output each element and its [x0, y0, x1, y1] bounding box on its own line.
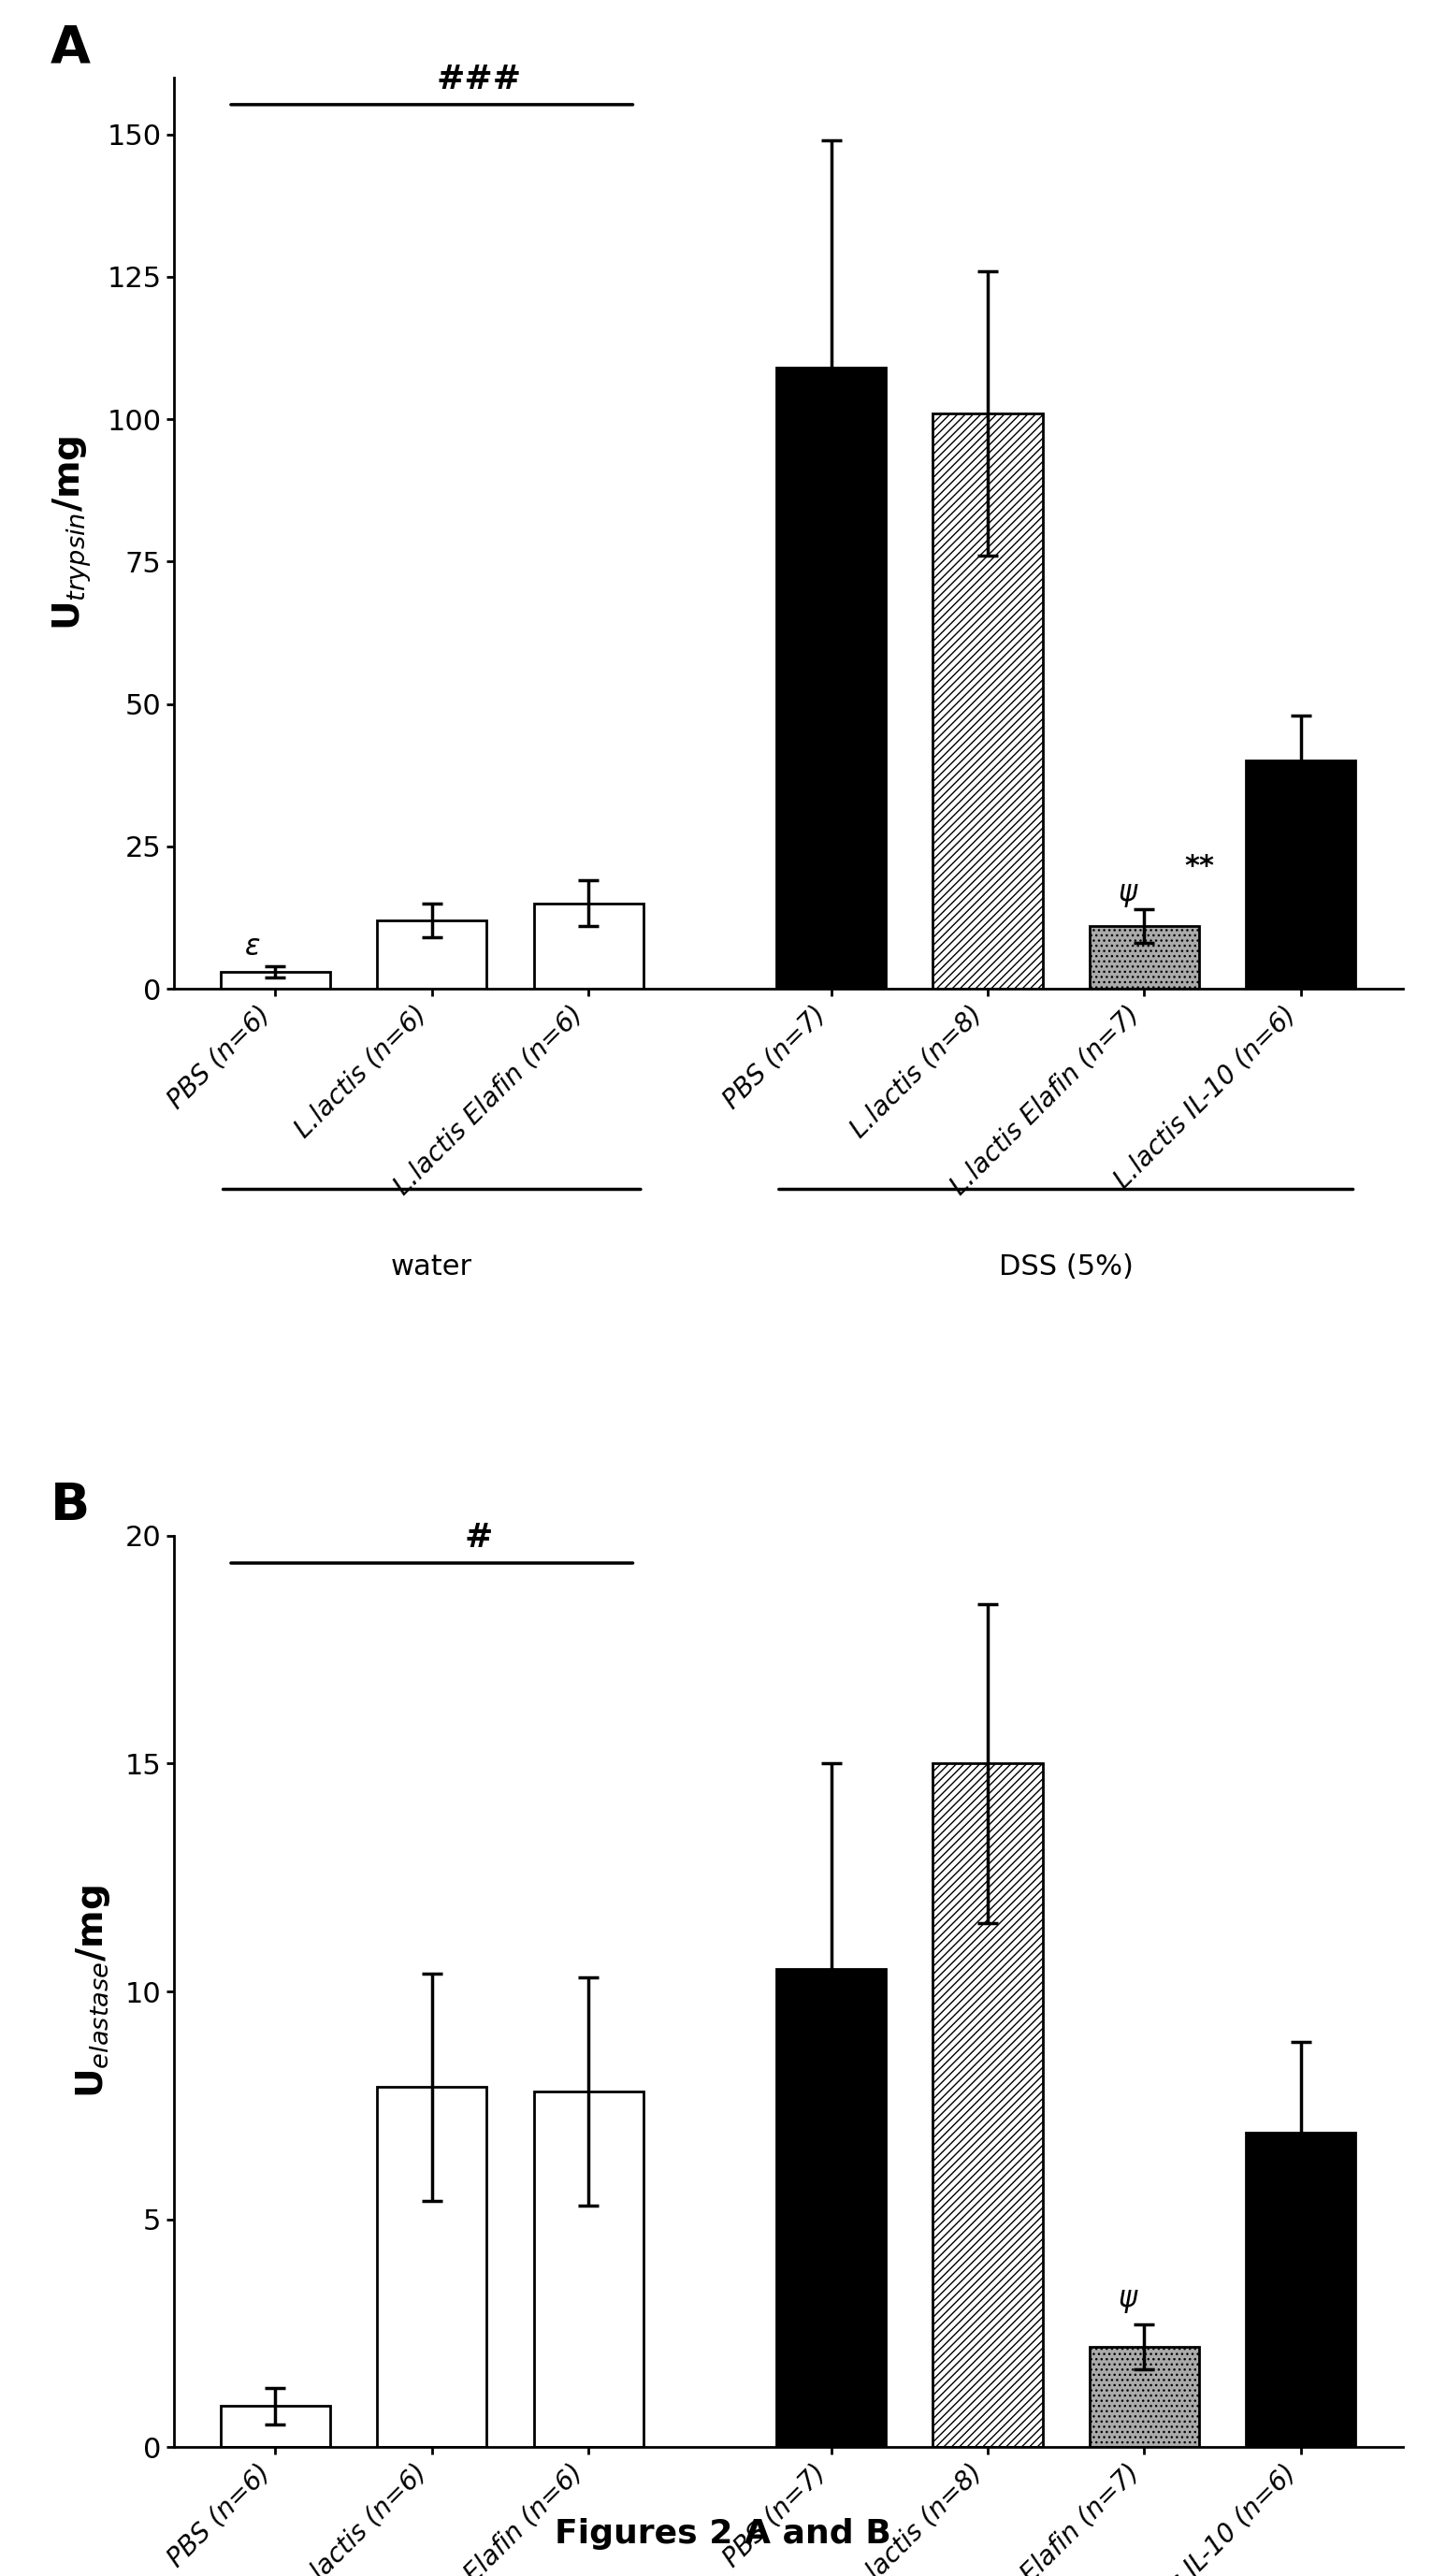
Bar — [220, 2406, 330, 2447]
Bar — [1246, 760, 1356, 989]
Y-axis label: U$_{trypsin}$/mg: U$_{trypsin}$/mg — [51, 435, 94, 631]
Text: **: ** — [1184, 853, 1215, 881]
Bar — [933, 412, 1043, 989]
Text: Figures 2 A and B: Figures 2 A and B — [555, 2519, 891, 2550]
Text: $\varepsilon$: $\varepsilon$ — [244, 933, 260, 961]
Text: #: # — [464, 1522, 493, 1553]
Y-axis label: U$_{elastase}$/mg: U$_{elastase}$/mg — [74, 1886, 111, 2097]
Text: A: A — [51, 23, 91, 72]
Text: DSS (5%): DSS (5%) — [999, 1252, 1134, 1280]
Bar — [1089, 2347, 1199, 2447]
Bar — [220, 971, 330, 989]
Bar — [1246, 2133, 1356, 2447]
Text: water: water — [390, 1252, 473, 1280]
Text: $\psi$: $\psi$ — [1118, 881, 1139, 909]
Text: ###: ### — [437, 64, 522, 95]
Bar — [777, 368, 886, 989]
Text: B: B — [51, 1481, 90, 1533]
Text: $\psi$: $\psi$ — [1118, 2287, 1139, 2316]
Bar — [1089, 927, 1199, 989]
Bar — [534, 2092, 643, 2447]
Bar — [534, 904, 643, 989]
Bar — [377, 920, 487, 989]
Bar — [377, 2087, 487, 2447]
Bar — [777, 1968, 886, 2447]
Bar — [933, 1765, 1043, 2447]
